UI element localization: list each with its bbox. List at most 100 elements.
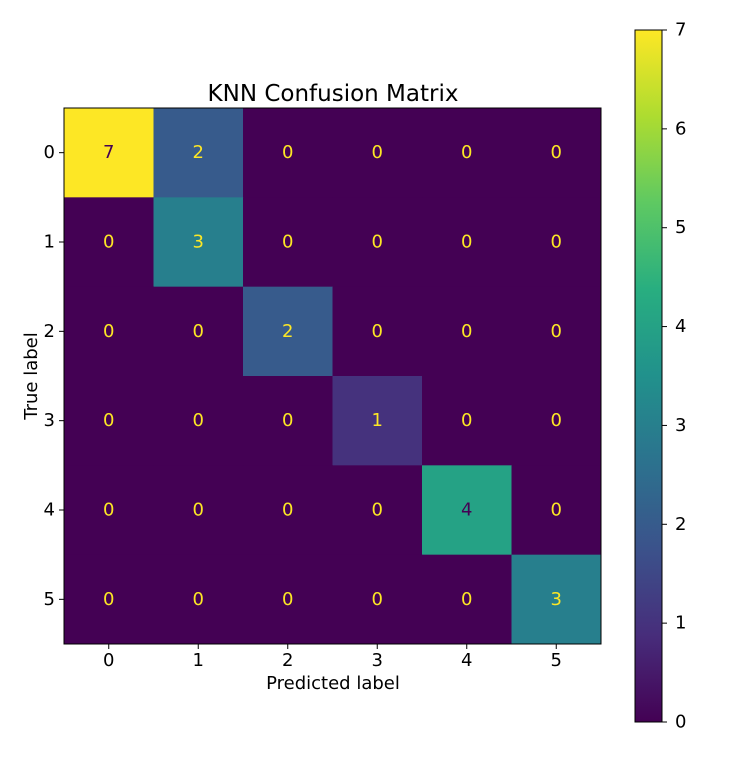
colorbar-tick-label-1: 1 bbox=[675, 613, 686, 634]
cell-value-label-r0-c0: 7 bbox=[103, 142, 114, 163]
plot-frame bbox=[63, 107, 602, 645]
cell-value-label-r0-c5: 0 bbox=[551, 142, 562, 163]
cell-value-label-r4-c5: 0 bbox=[551, 500, 562, 521]
heatmap-cell-r1-c4 bbox=[422, 197, 512, 288]
heatmap-cell-r2-c0 bbox=[64, 286, 154, 377]
heatmap-cell-r1-c2 bbox=[243, 197, 333, 288]
colorbar-tick-label-0: 0 bbox=[675, 712, 686, 733]
heatmap-cell-r0-c0 bbox=[64, 108, 154, 198]
y-axis-label: True label bbox=[21, 332, 42, 421]
cell-value-label-r3-c1: 0 bbox=[193, 410, 204, 431]
cell-value-label-r5-c3: 0 bbox=[372, 589, 383, 610]
heatmap-cell-r5-c2 bbox=[243, 554, 333, 645]
cell-value-label-r4-c2: 0 bbox=[282, 500, 293, 521]
y-tick-label-3: 3 bbox=[44, 410, 55, 431]
heatmap-cell-r4-c4 bbox=[422, 465, 512, 556]
cell-value-label-r4-c4: 4 bbox=[461, 500, 472, 521]
heatmap-cell-r0-c1 bbox=[153, 108, 244, 198]
x-axis-ticks: 0 1 2 3 4 5 bbox=[103, 644, 562, 671]
y-axis-ticks: 0 1 2 3 4 5 bbox=[44, 142, 64, 610]
colorbar-tick-label-4: 4 bbox=[675, 316, 686, 337]
heatmap-cells bbox=[64, 108, 602, 645]
cell-value-label-r5-c1: 0 bbox=[193, 589, 204, 610]
colorbar-tick-label-3: 3 bbox=[675, 415, 686, 436]
x-tick-label-2: 2 bbox=[282, 650, 293, 671]
heatmap-cell-r1-c1 bbox=[153, 197, 244, 288]
heatmap-cell-r3-c3 bbox=[332, 376, 423, 466]
cell-value-label-r1-c4: 0 bbox=[461, 232, 472, 253]
cell-value-label-r3-c5: 0 bbox=[551, 410, 562, 431]
cell-value-label-r5-c2: 0 bbox=[282, 589, 293, 610]
y-tick-label-2: 2 bbox=[44, 321, 55, 342]
heatmap-cell-r0-c2 bbox=[243, 108, 333, 198]
cell-value-label-r3-c3: 1 bbox=[372, 410, 383, 431]
heatmap-cell-r1-c0 bbox=[64, 197, 154, 288]
heatmap-cell-r0-c3 bbox=[332, 108, 423, 198]
y-tick-label-0: 0 bbox=[44, 142, 55, 163]
cell-value-label-r2-c2: 2 bbox=[282, 321, 293, 342]
heatmap-cell-r4-c1 bbox=[153, 465, 244, 556]
heatmap-cell-r5-c3 bbox=[332, 554, 423, 645]
heatmap-cell-r3-c0 bbox=[64, 376, 154, 466]
heatmap-cell-r4-c5 bbox=[511, 465, 602, 556]
cell-value-label-r2-c1: 0 bbox=[193, 321, 204, 342]
x-tick-label-1: 1 bbox=[193, 650, 204, 671]
x-tick-label-0: 0 bbox=[103, 650, 114, 671]
cell-value-label-r2-c3: 0 bbox=[372, 321, 383, 342]
heatmap-cell-r0-c5 bbox=[511, 108, 602, 198]
x-tick-label-3: 3 bbox=[372, 650, 383, 671]
heatmap-cell-r5-c4 bbox=[422, 554, 512, 645]
x-tick-label-5: 5 bbox=[551, 650, 562, 671]
cell-value-label-r1-c3: 0 bbox=[372, 232, 383, 253]
heatmap-cell-r3-c1 bbox=[153, 376, 244, 466]
cell-value-label-r4-c3: 0 bbox=[372, 500, 383, 521]
heatmap-cell-r3-c2 bbox=[243, 376, 333, 466]
heatmap-cell-r2-c5 bbox=[511, 286, 602, 377]
cell-value-label-r2-c5: 0 bbox=[551, 321, 562, 342]
cell-value-label-r2-c0: 0 bbox=[103, 321, 114, 342]
cell-value-label-r3-c0: 0 bbox=[103, 410, 114, 431]
heatmap-cell-r5-c1 bbox=[153, 554, 244, 645]
heatmap-cell-r2-c4 bbox=[422, 286, 512, 377]
cell-value-label-r5-c5: 3 bbox=[551, 589, 562, 610]
x-axis-label: Predicted label bbox=[266, 673, 400, 694]
cell-value-label-r3-c2: 0 bbox=[282, 410, 293, 431]
cell-value-label-r0-c2: 0 bbox=[282, 142, 293, 163]
cell-value-label-r1-c1: 3 bbox=[193, 232, 204, 253]
heatmap-cell-labels: 7 2 0 0 0 0 0 3 0 0 0 0 0 0 2 0 0 0 0 0 0 1 0 0 0 0 0 0 4 0 0 0 0 0 0 3 bbox=[103, 142, 562, 610]
cell-value-label-r4-c1: 0 bbox=[193, 500, 204, 521]
cell-value-label-r5-c0: 0 bbox=[103, 589, 114, 610]
cell-value-label-r1-c5: 0 bbox=[551, 232, 562, 253]
colorbar bbox=[634, 29, 663, 723]
heatmap-cell-r1-c5 bbox=[511, 197, 602, 288]
cell-value-label-r2-c4: 0 bbox=[461, 321, 472, 342]
y-tick-label-1: 1 bbox=[44, 232, 55, 253]
heatmap-cell-r4-c2 bbox=[243, 465, 333, 556]
heatmap-cell-r4-c0 bbox=[64, 465, 154, 556]
heatmap-cell-r4-c3 bbox=[332, 465, 423, 556]
heatmap-cell-r5-c5 bbox=[511, 554, 602, 645]
heatmap-cell-r2-c3 bbox=[332, 286, 423, 377]
cell-value-label-r4-c0: 0 bbox=[103, 500, 114, 521]
colorbar-tick-label-7: 7 bbox=[675, 20, 686, 41]
heatmap-cell-r0-c4 bbox=[422, 108, 512, 198]
cell-value-label-r5-c4: 0 bbox=[461, 589, 472, 610]
cell-value-label-r1-c2: 0 bbox=[282, 232, 293, 253]
chart-title: KNN Confusion Matrix bbox=[208, 81, 459, 107]
heatmap-cell-r3-c5 bbox=[511, 376, 602, 466]
cell-value-label-r0-c4: 0 bbox=[461, 142, 472, 163]
heatmap-cell-r2-c1 bbox=[153, 286, 244, 377]
cell-value-label-r3-c4: 0 bbox=[461, 410, 472, 431]
heatmap-cell-r2-c2 bbox=[243, 286, 333, 377]
heatmap-cell-r5-c0 bbox=[64, 554, 154, 645]
cell-value-label-r1-c0: 0 bbox=[103, 232, 114, 253]
cell-value-label-r0-c1: 2 bbox=[193, 142, 204, 163]
heatmap-cell-r1-c3 bbox=[332, 197, 423, 288]
y-tick-label-4: 4 bbox=[44, 500, 55, 521]
colorbar-tick-label-5: 5 bbox=[675, 217, 686, 238]
colorbar-ticks: 0 1 2 3 4 5 6 7 bbox=[662, 20, 686, 733]
x-tick-label-4: 4 bbox=[461, 650, 472, 671]
heatmap-cell-r3-c4 bbox=[422, 376, 512, 466]
